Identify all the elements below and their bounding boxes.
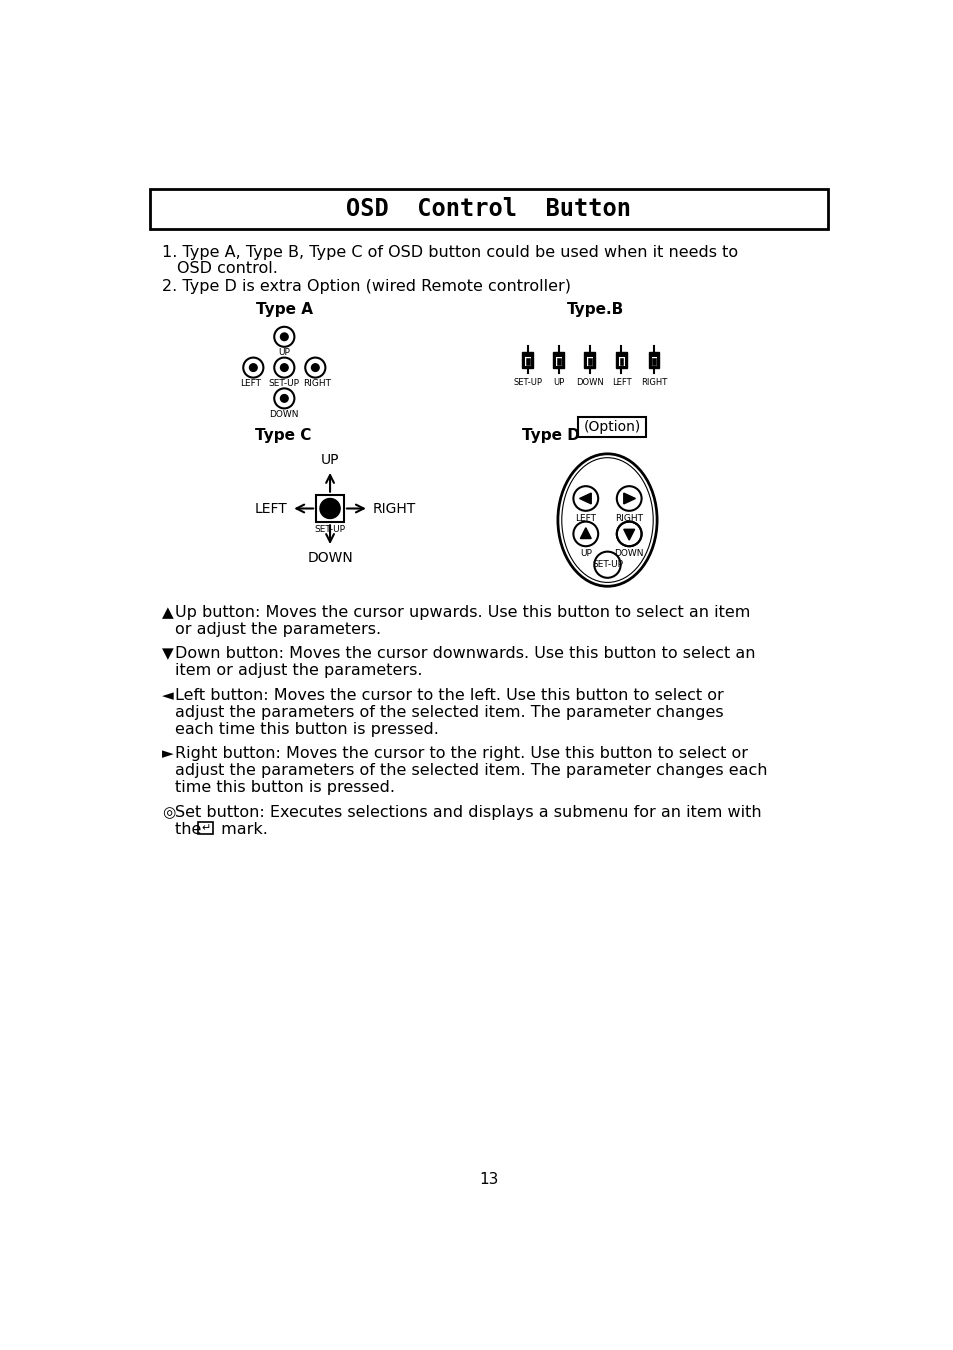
- Text: 1. Type A, Type B, Type C of OSD button could be used when it needs to: 1. Type A, Type B, Type C of OSD button …: [162, 246, 738, 261]
- Text: SET-UP: SET-UP: [513, 378, 541, 387]
- Bar: [523, 355, 531, 366]
- Text: DOWN: DOWN: [270, 410, 298, 418]
- Text: DOWN: DOWN: [307, 551, 353, 564]
- Text: DOWN: DOWN: [614, 548, 643, 558]
- Polygon shape: [623, 493, 635, 504]
- Bar: [585, 355, 593, 366]
- Circle shape: [280, 333, 288, 340]
- Text: Down button: Moves the cursor downwards. Use this button to select an: Down button: Moves the cursor downwards.…: [174, 647, 755, 662]
- Text: Set button: Executes selections and displays a submenu for an item with: Set button: Executes selections and disp…: [174, 805, 760, 819]
- Text: time this button is pressed.: time this button is pressed.: [174, 780, 395, 795]
- Text: ▲: ▲: [162, 605, 173, 620]
- Text: ◄: ◄: [162, 688, 173, 703]
- Text: Left button: Moves the cursor to the left. Use this button to select or: Left button: Moves the cursor to the lef…: [174, 688, 723, 703]
- Text: LEFT: LEFT: [254, 501, 287, 516]
- Text: LEFT: LEFT: [611, 378, 631, 387]
- Text: 2. Type D is extra Option (wired Remote controller): 2. Type D is extra Option (wired Remote …: [162, 279, 570, 294]
- Circle shape: [250, 363, 257, 371]
- Polygon shape: [579, 528, 591, 539]
- Text: DOWN: DOWN: [576, 378, 603, 387]
- Bar: [583, 352, 595, 367]
- Text: adjust the parameters of the selected item. The parameter changes each: adjust the parameters of the selected it…: [174, 763, 767, 779]
- Text: ▼: ▼: [162, 647, 173, 662]
- Text: Type A: Type A: [255, 302, 313, 317]
- Text: Right button: Moves the cursor to the right. Use this button to select or: Right button: Moves the cursor to the ri…: [174, 747, 747, 761]
- Text: Type.B: Type.B: [567, 302, 624, 317]
- Bar: [555, 355, 561, 366]
- Text: item or adjust the parameters.: item or adjust the parameters.: [174, 663, 422, 678]
- Text: OSD control.: OSD control.: [177, 261, 278, 275]
- Bar: [650, 355, 657, 366]
- Text: 13: 13: [478, 1172, 498, 1188]
- Text: RIGHT: RIGHT: [615, 514, 642, 522]
- Text: or adjust the parameters.: or adjust the parameters.: [174, 622, 381, 637]
- Circle shape: [312, 363, 319, 371]
- Text: SET-UP: SET-UP: [269, 379, 299, 389]
- Text: RIGHT: RIGHT: [373, 501, 416, 516]
- Bar: [521, 352, 533, 367]
- Polygon shape: [623, 529, 634, 540]
- Text: (Option): (Option): [583, 420, 640, 433]
- Bar: [618, 355, 624, 366]
- Text: Up button: Moves the cursor upwards. Use this button to select an item: Up button: Moves the cursor upwards. Use…: [174, 605, 750, 620]
- Circle shape: [319, 498, 340, 518]
- Text: UP: UP: [320, 452, 339, 467]
- Text: RIGHT: RIGHT: [302, 379, 331, 389]
- Polygon shape: [579, 493, 591, 504]
- Text: UP: UP: [553, 378, 564, 387]
- Text: SET-UP: SET-UP: [314, 525, 345, 533]
- Text: ►: ►: [162, 747, 173, 761]
- Text: RIGHT: RIGHT: [640, 378, 666, 387]
- Text: UP: UP: [278, 348, 290, 358]
- Bar: [557, 358, 560, 364]
- Text: ↵: ↵: [201, 824, 210, 833]
- Bar: [198, 822, 213, 834]
- Text: mark.: mark.: [216, 822, 268, 837]
- Bar: [315, 494, 344, 522]
- Bar: [648, 352, 659, 367]
- Text: Type C: Type C: [254, 428, 311, 443]
- Text: Type D: Type D: [521, 428, 579, 443]
- Bar: [578, 417, 645, 437]
- Text: LEFT: LEFT: [240, 379, 261, 389]
- Text: OSD  Control  Button: OSD Control Button: [346, 197, 631, 221]
- Text: the: the: [174, 822, 207, 837]
- Text: LEFT: LEFT: [575, 514, 596, 522]
- Bar: [150, 189, 827, 230]
- Text: UP: UP: [579, 548, 591, 558]
- Bar: [618, 358, 622, 364]
- Bar: [652, 358, 656, 364]
- Bar: [525, 358, 529, 364]
- Bar: [587, 358, 591, 364]
- Text: adjust the parameters of the selected item. The parameter changes: adjust the parameters of the selected it…: [174, 705, 723, 720]
- Bar: [553, 352, 563, 367]
- Text: ◎: ◎: [162, 805, 175, 819]
- Circle shape: [280, 363, 288, 371]
- Text: each time this button is pressed.: each time this button is pressed.: [174, 722, 438, 737]
- Bar: [616, 352, 626, 367]
- Text: SET-UP: SET-UP: [592, 560, 622, 570]
- Circle shape: [280, 394, 288, 402]
